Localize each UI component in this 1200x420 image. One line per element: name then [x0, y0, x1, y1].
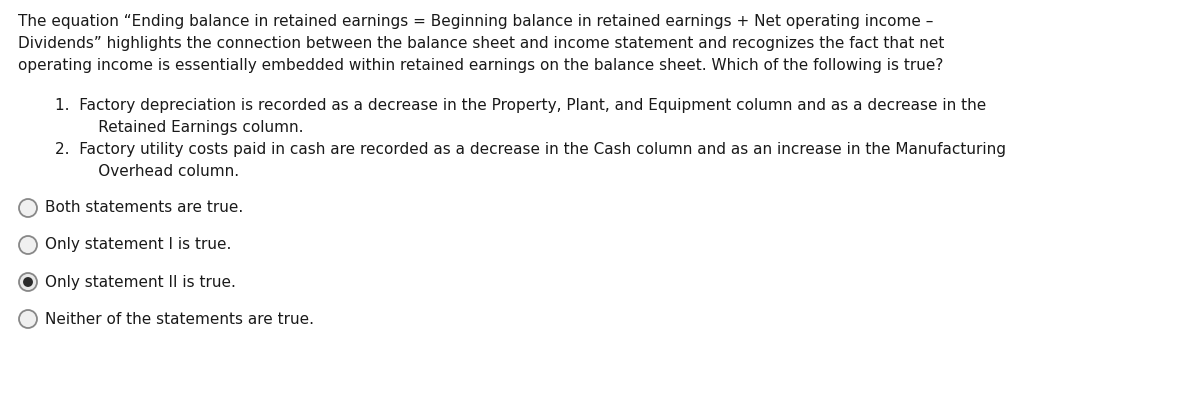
Circle shape: [19, 310, 37, 328]
Text: Both statements are true.: Both statements are true.: [46, 200, 244, 215]
Circle shape: [23, 277, 32, 287]
Text: 1.  Factory depreciation is recorded as a decrease in the Property, Plant, and E: 1. Factory depreciation is recorded as a…: [55, 98, 986, 113]
Text: Dividends” highlights the connection between the balance sheet and income statem: Dividends” highlights the connection bet…: [18, 36, 944, 51]
Text: Only statement I is true.: Only statement I is true.: [46, 237, 232, 252]
Text: Only statement II is true.: Only statement II is true.: [46, 275, 236, 289]
Text: The equation “Ending balance in retained earnings = Beginning balance in retaine: The equation “Ending balance in retained…: [18, 14, 934, 29]
Text: operating income is essentially embedded within retained earnings on the balance: operating income is essentially embedded…: [18, 58, 943, 73]
Circle shape: [19, 199, 37, 217]
Text: 2.  Factory utility costs paid in cash are recorded as a decrease in the Cash co: 2. Factory utility costs paid in cash ar…: [55, 142, 1006, 157]
Circle shape: [19, 236, 37, 254]
Text: Overhead column.: Overhead column.: [70, 164, 239, 179]
Circle shape: [19, 273, 37, 291]
Text: Retained Earnings column.: Retained Earnings column.: [70, 120, 304, 135]
Text: Neither of the statements are true.: Neither of the statements are true.: [46, 312, 314, 326]
